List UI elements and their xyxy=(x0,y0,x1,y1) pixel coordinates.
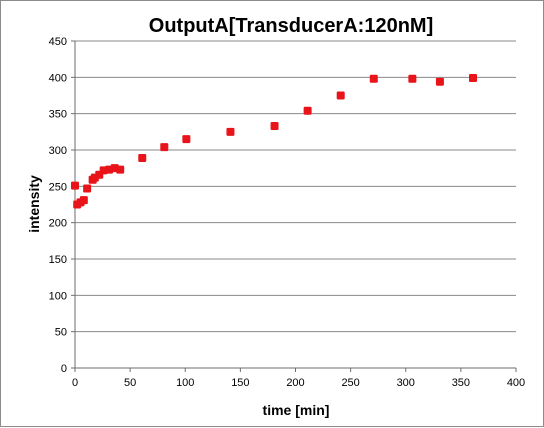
data-point-20 xyxy=(408,74,417,83)
y-tick-labels: 0 50 100 150 200 250 300 350 400 450 xyxy=(49,36,67,375)
x-axis-label: time [min] xyxy=(263,402,330,418)
data-point-17 xyxy=(303,106,312,115)
gridlines xyxy=(75,40,516,333)
x-tick-label: 150 xyxy=(231,377,249,389)
y-tick-label: 0 xyxy=(61,363,67,375)
y-tick-label: 350 xyxy=(49,109,67,121)
axes xyxy=(71,40,517,372)
y-tick-label: 250 xyxy=(49,181,67,193)
data-point-3 xyxy=(79,196,88,205)
x-tick-label: 300 xyxy=(397,377,415,389)
x-tick-label: 200 xyxy=(286,377,304,389)
chart-title: OutputA[TransducerA:120nM] xyxy=(149,15,433,37)
data-point-18 xyxy=(336,91,345,100)
y-tick-label: 150 xyxy=(49,254,67,266)
y-tick-label: 100 xyxy=(49,290,67,302)
y-tick-label: 300 xyxy=(49,145,67,157)
data-point-21 xyxy=(435,77,444,86)
x-tick-label: 50 xyxy=(124,377,136,389)
data-point-16 xyxy=(270,122,279,131)
x-tick-label: 100 xyxy=(176,377,194,389)
x-tick-label: 250 xyxy=(341,377,359,389)
x-tick-label: 400 xyxy=(507,377,525,389)
x-tick-labels: 0 50 100 150 200 250 300 350 400 xyxy=(72,377,525,389)
data-point-22 xyxy=(469,74,478,83)
x-tick-label: 0 xyxy=(72,377,78,389)
y-tick-label: 50 xyxy=(55,327,67,339)
y-tick-label: 400 xyxy=(49,72,67,84)
y-tick-label: 450 xyxy=(49,36,67,48)
y-tick-label: 200 xyxy=(49,218,67,230)
data-point-14 xyxy=(182,135,191,144)
data-point-11 xyxy=(116,165,125,174)
x-tick-label: 350 xyxy=(452,377,470,389)
data-point-12 xyxy=(138,153,147,162)
data-point-15 xyxy=(226,127,235,136)
data-point-0 xyxy=(71,181,79,190)
data-point-19 xyxy=(369,74,378,83)
data-point-4 xyxy=(83,184,92,193)
y-axis-label: intensity xyxy=(26,175,42,233)
data-points xyxy=(71,74,478,209)
data-point-13 xyxy=(160,143,169,152)
